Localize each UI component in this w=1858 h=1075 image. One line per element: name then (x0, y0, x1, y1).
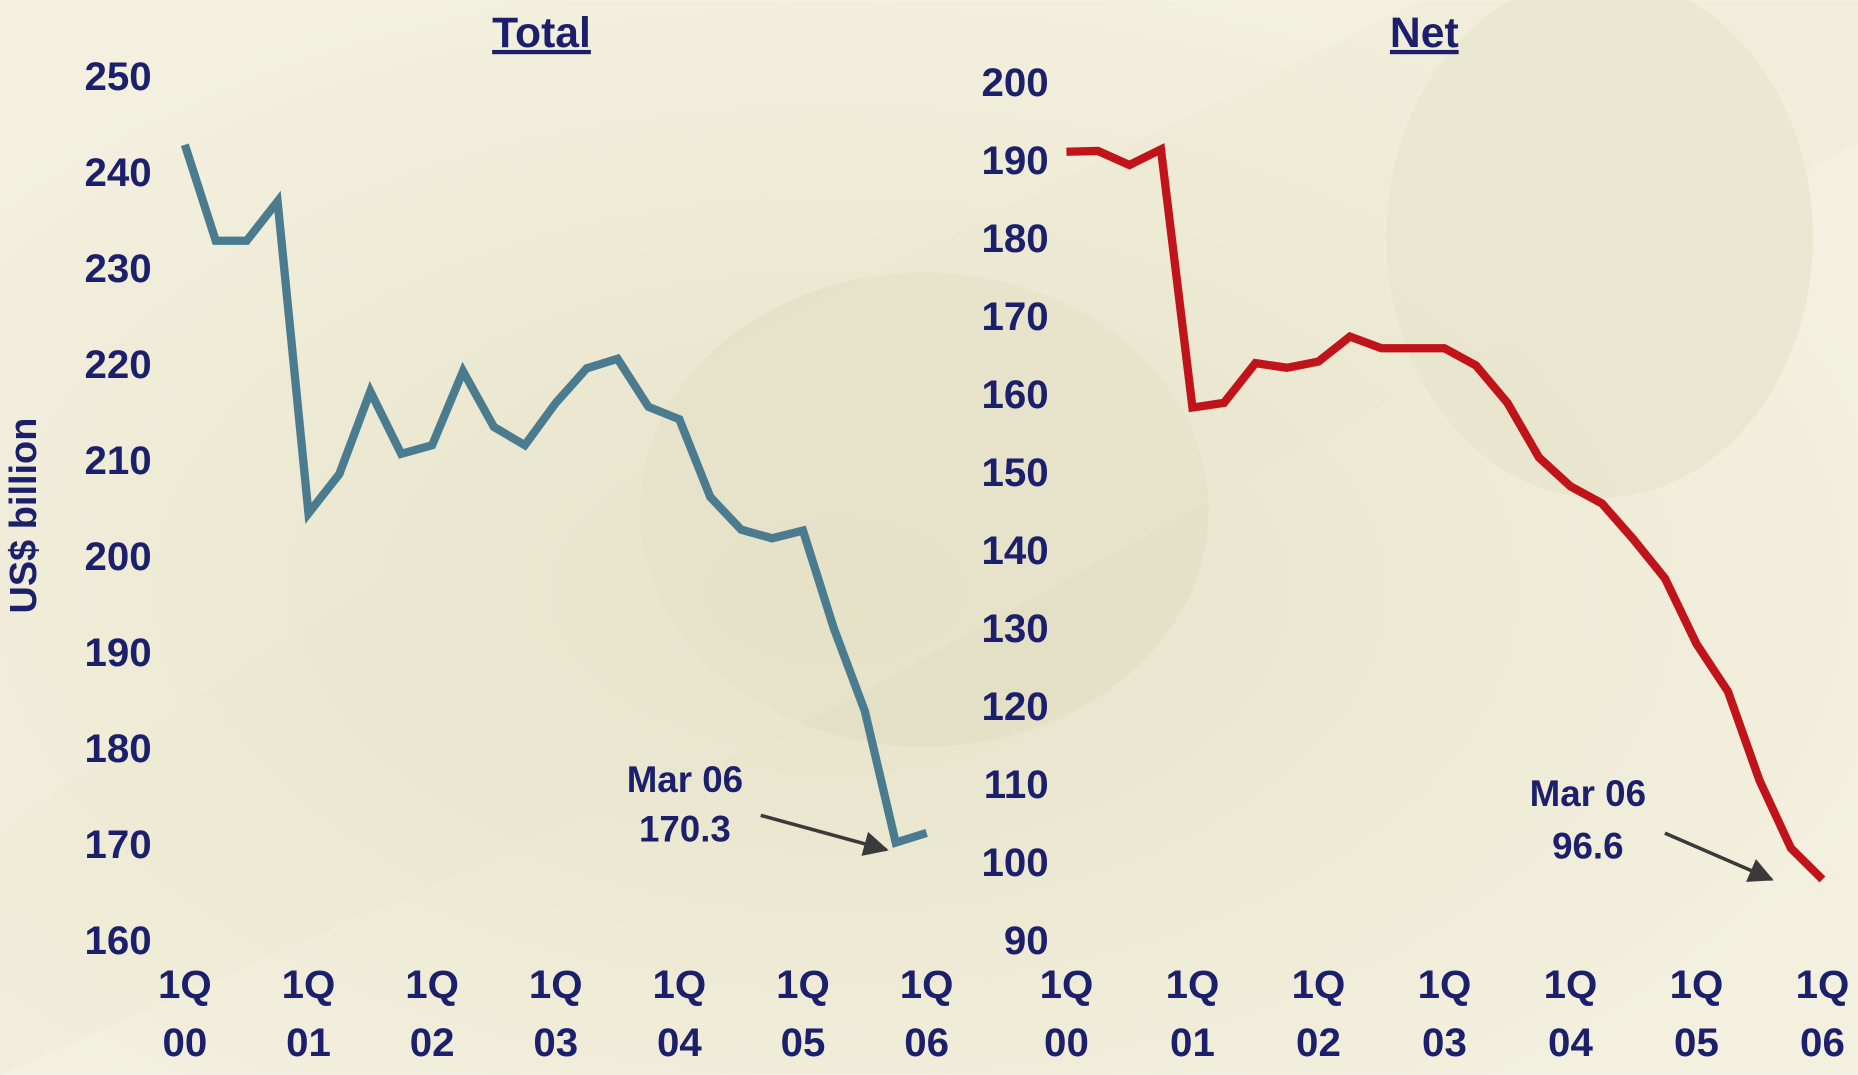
x-tick-label: 1Q 05 (776, 962, 830, 1065)
y-tick-label: 100 (981, 840, 1048, 885)
y-tick-label: 160 (84, 918, 151, 963)
annotation: Mar 06 (627, 759, 743, 800)
y-tick-label: 250 (84, 54, 151, 99)
x-tick-label: 1Q 00 (1040, 962, 1094, 1065)
x-tick-label: 1Q 04 (1544, 962, 1598, 1065)
x-tick-label: 1Q 00 (158, 962, 212, 1065)
y-tick-label: 180 (981, 216, 1048, 261)
x-tick-label: 1Q 02 (1292, 962, 1346, 1065)
y-tick-label: 210 (84, 438, 151, 483)
y-tick-label: 160 (981, 372, 1048, 417)
y-tick-label: 180 (84, 726, 151, 771)
y-tick-label: 110 (984, 762, 1049, 807)
x-tick-label: 1Q 03 (529, 962, 583, 1065)
y-tick-label: 200 (84, 534, 151, 579)
data-line (180, 143, 928, 848)
background-pattern (1386, 0, 1813, 498)
x-tick-label: 1Q 03 (1418, 962, 1472, 1065)
y-tick-label: 220 (84, 342, 151, 387)
x-tick-label: 1Q 06 (900, 962, 954, 1065)
x-tick-label: 1Q 01 (1166, 962, 1220, 1065)
y-tick-label: 150 (981, 450, 1048, 495)
y-tick-label: 190 (84, 630, 151, 675)
annotation: Mar 06 (1530, 773, 1646, 814)
annotation-arrow (760, 813, 889, 856)
x-tick-label: 1Q 06 (1796, 962, 1850, 1065)
y-tick-label: 200 (981, 60, 1048, 105)
y-tick-label: 190 (981, 138, 1048, 183)
data-line (1066, 143, 1826, 883)
annotation-arrow (1664, 831, 1774, 882)
y-tick-label: 130 (981, 606, 1048, 651)
y-tick-label: 170 (981, 294, 1048, 339)
y-axis-label: US$ billion (3, 418, 45, 614)
y-tick-label: 170 (84, 822, 151, 867)
y-tick-label: 230 (84, 246, 151, 291)
annotation: 170.3 (639, 809, 731, 850)
x-tick-label: 1Q 02 (405, 962, 459, 1065)
background-pattern (639, 272, 1209, 747)
x-tick-label: 1Q 01 (282, 962, 336, 1065)
y-tick-label: 90 (1004, 918, 1049, 963)
annotation: 96.6 (1552, 825, 1623, 866)
x-tick-label: 1Q 05 (1670, 962, 1724, 1065)
chart-title: Net (1390, 9, 1459, 57)
chart-title: Total (492, 9, 591, 57)
y-tick-label: 240 (84, 150, 151, 195)
y-tick-label: 120 (981, 684, 1048, 729)
x-tick-label: 1Q 04 (653, 962, 707, 1065)
y-tick-label: 140 (981, 528, 1048, 573)
